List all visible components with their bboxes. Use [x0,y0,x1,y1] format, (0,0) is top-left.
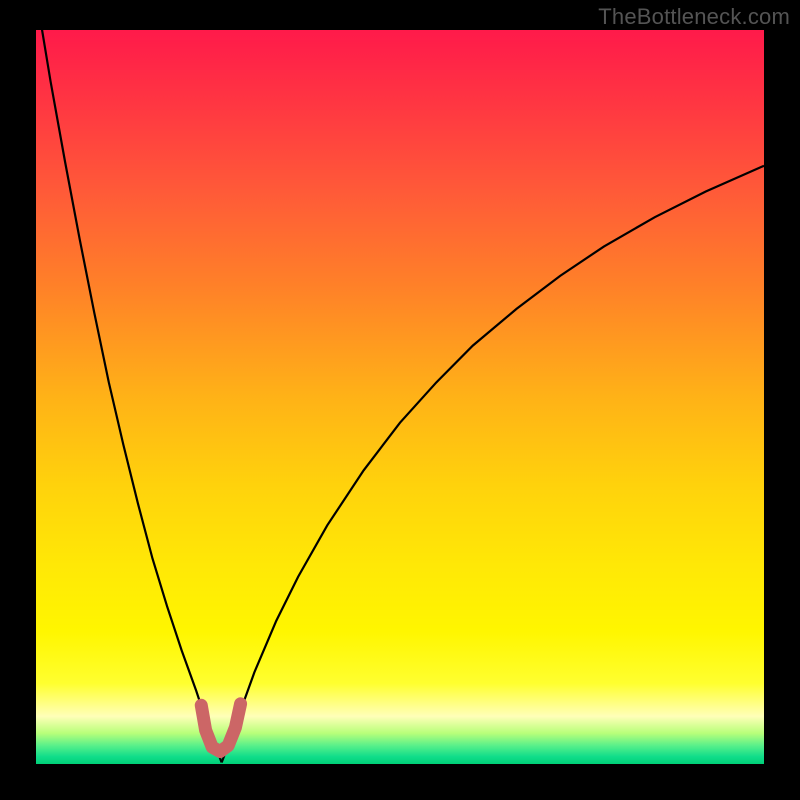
chart-canvas: TheBottleneck.com [0,0,800,800]
bottleneck-marker [36,30,764,764]
plot-area [36,30,764,764]
watermark-text: TheBottleneck.com [598,4,790,30]
